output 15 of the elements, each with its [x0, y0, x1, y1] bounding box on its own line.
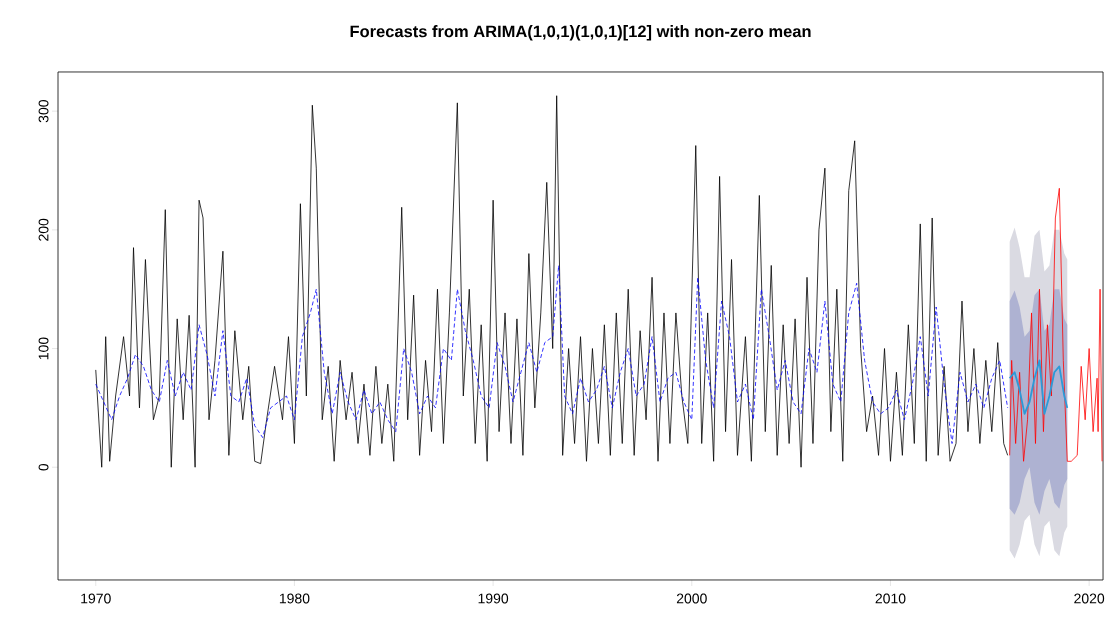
line-series — [95, 265, 1009, 444]
x-tick-label: 2010 — [875, 593, 906, 604]
x-tick-label: 1990 — [478, 593, 509, 604]
x-tick-label: 1980 — [279, 593, 310, 604]
line-series — [1009, 187, 1103, 462]
x-tick-label: 1970 — [81, 593, 111, 604]
y-tick-label: 100 — [38, 337, 49, 360]
line-series — [1008, 359, 1069, 415]
chart-title: Forecasts from ARIMA(1,0,1)(1,0,1)[12] with non-zero mean — [350, 25, 811, 41]
x-tick-label: 2020 — [1074, 593, 1105, 604]
x-tick-label: 2000 — [676, 593, 707, 604]
y-tick-label: 300 — [38, 100, 49, 123]
line-series — [95, 95, 1009, 468]
y-tick-label: 0 — [38, 463, 49, 471]
y-tick-label: 200 — [38, 218, 49, 241]
